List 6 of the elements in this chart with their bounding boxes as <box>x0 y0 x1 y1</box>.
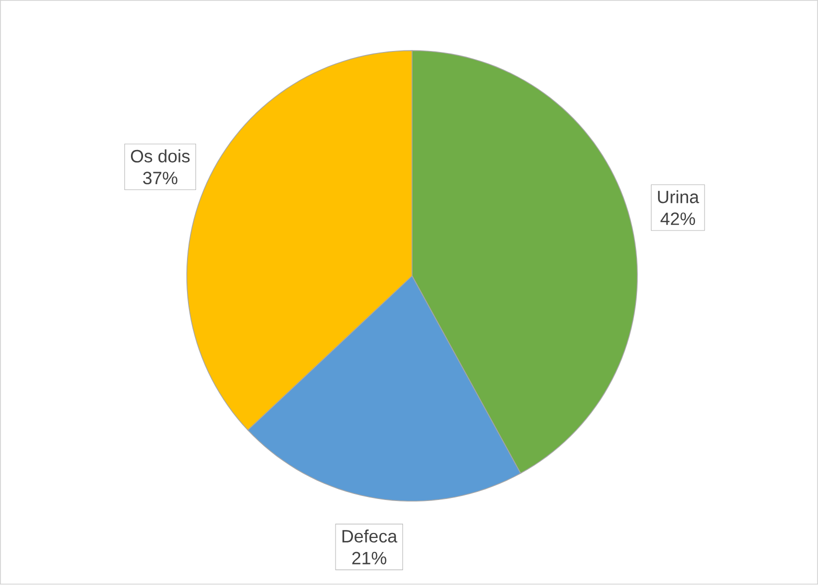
slice-label: Defeca <box>342 530 398 543</box>
slice-label: Urina <box>658 190 700 204</box>
slice-label: Os dois <box>130 150 190 163</box>
data-label: 42% <box>660 212 696 226</box>
data-label: 21% <box>352 552 386 565</box>
data-label: 37% <box>143 172 178 185</box>
